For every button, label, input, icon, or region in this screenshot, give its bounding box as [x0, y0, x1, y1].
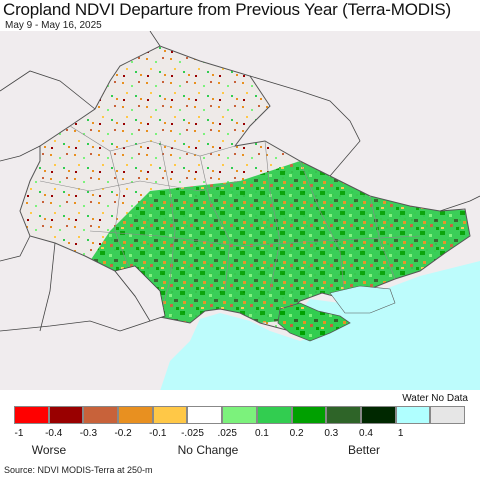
legend-no-change-label: No Change — [177, 443, 239, 457]
legend-tick-label: .025 — [217, 428, 237, 439]
legend-tick-label: -0.2 — [114, 428, 132, 439]
legend-tick-label: 0.4 — [359, 428, 373, 439]
legend-swatch — [430, 406, 465, 424]
legend-swatch — [187, 406, 223, 424]
azov-sea — [329, 285, 396, 314]
legend-swatch — [326, 406, 361, 424]
map-title: Cropland NDVI Departure from Previous Ye… — [3, 0, 451, 19]
legend-tick-label: -0.4 — [45, 428, 63, 439]
legend-swatch — [256, 406, 292, 424]
legend-swatch — [118, 406, 153, 424]
legend-swatch — [222, 406, 257, 424]
legend-tick-label: -.025 — [181, 428, 204, 439]
legend-tick-label: -0.3 — [79, 428, 98, 439]
crimea-peninsula — [277, 302, 351, 342]
legend-tick-label: 0.1 — [254, 428, 269, 439]
legend-swatch — [395, 406, 431, 424]
legend-tick-label: -1 — [14, 428, 24, 439]
legend-worse-label: Worse — [31, 443, 67, 457]
legend-swatch — [83, 406, 119, 424]
source-credit: Source: NDVI MODIS-Terra at 250-m — [4, 465, 153, 475]
legend-swatch — [14, 406, 49, 424]
legend-swatch — [152, 406, 188, 424]
legend-tick-label: 0.3 — [324, 428, 339, 439]
country-boundaries-neighbors — [0, 31, 480, 332]
date-range: May 9 - May 16, 2025 — [5, 20, 102, 31]
legend-tick-label: 0.2 — [289, 428, 304, 439]
water-nodata-label: Water No Data — [402, 393, 468, 404]
legend-tick-label: -0.1 — [149, 428, 167, 439]
legend-swatch — [360, 406, 396, 424]
legend-swatches — [14, 406, 465, 426]
oblast-boundaries — [39, 125, 421, 317]
legend-tick-label: 1 — [397, 428, 404, 439]
legend-swatch — [48, 406, 84, 424]
legend-better-label: Better — [347, 443, 381, 457]
moldova — [114, 265, 166, 322]
legend-swatch — [291, 406, 327, 424]
legend: Water No Data -1 -0.4 -0.3 -0.2 -0.1 -.025 .02… — [0, 390, 480, 460]
map-ukraine — [0, 31, 480, 391]
